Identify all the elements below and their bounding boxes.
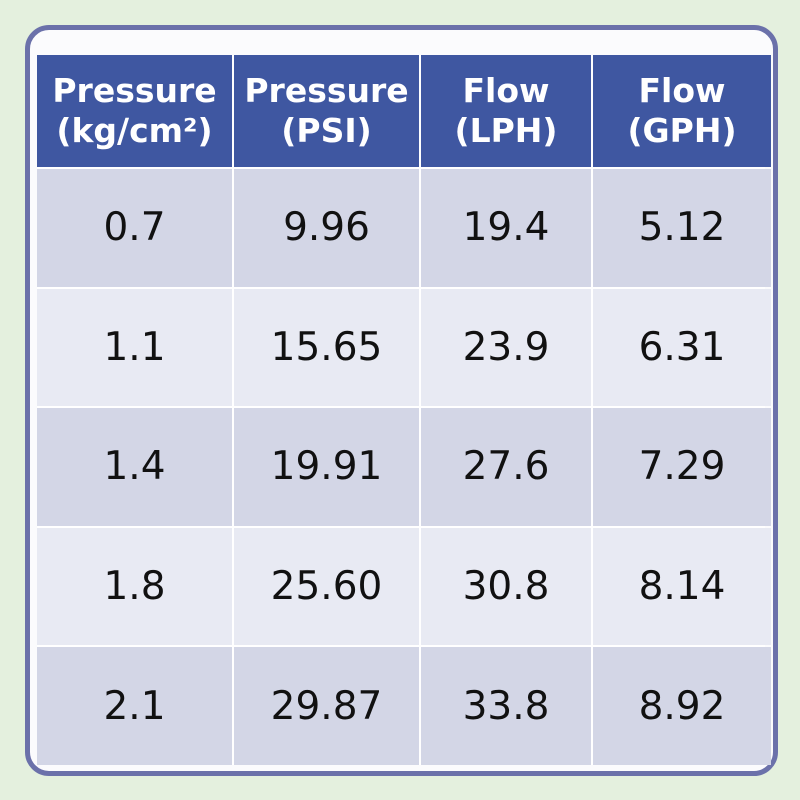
header-cell: Pressure (kg/cm²)	[37, 55, 232, 167]
data-table: Pressure (kg/cm²) Pressure (PSI) Flow (LPH) Fl…	[37, 55, 771, 765]
table-cell: 7.29	[593, 408, 771, 526]
table-cell: 1.8	[37, 527, 232, 646]
table-cell: 0.7	[37, 169, 232, 287]
table-cell: 19.91	[234, 408, 419, 526]
table-cell: 8.92	[593, 647, 771, 765]
table-cell: 1.1	[37, 288, 232, 407]
table-cell: 15.65	[234, 288, 419, 407]
header-cell: Flow (GPH)	[593, 55, 771, 167]
header-cell: Flow (LPH)	[421, 55, 591, 167]
header-text: (kg/cm²)	[56, 111, 213, 150]
header-cell: Pressure (PSI)	[234, 55, 419, 167]
table-cell: 6.31	[593, 288, 771, 407]
header-text: (PSI)	[281, 111, 372, 150]
table-cell: 5.12	[593, 169, 771, 287]
header-text: Flow	[462, 71, 550, 111]
table-cell: 25.60	[234, 527, 419, 646]
table-cell: 2.1	[37, 647, 232, 765]
table-cell: 23.9	[421, 288, 591, 407]
header-text: (GPH)	[627, 111, 737, 150]
table-cell: 30.8	[421, 527, 591, 646]
table-cell: 8.14	[593, 527, 771, 646]
table-cell: 1.4	[37, 408, 232, 526]
table-cell: 33.8	[421, 647, 591, 765]
header-text: Flow	[638, 71, 726, 111]
header-text: Pressure	[52, 71, 217, 111]
header-text: Pressure	[244, 71, 409, 111]
table-panel: Pressure (kg/cm²) Pressure (PSI) Flow (LPH) Fl…	[25, 25, 778, 776]
table-cell: 29.87	[234, 647, 419, 765]
header-text: (LPH)	[454, 111, 558, 150]
table-cell: 27.6	[421, 408, 591, 526]
table-cell: 19.4	[421, 169, 591, 287]
table-cell: 9.96	[234, 169, 419, 287]
